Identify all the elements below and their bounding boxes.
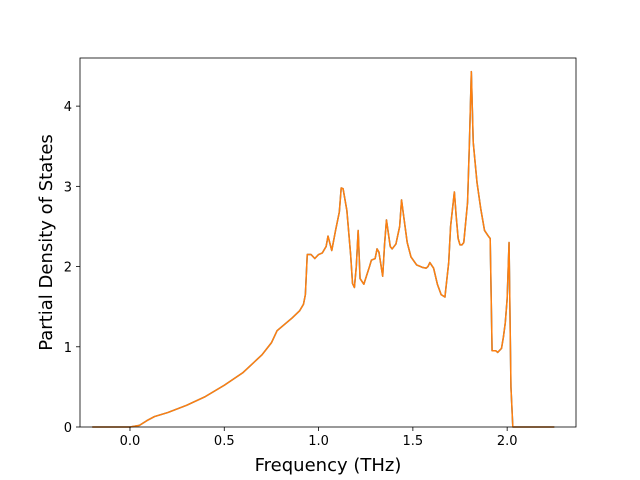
series-line (92, 70, 555, 428)
x-tick-label: 0.0 (120, 434, 141, 449)
x-tick-label: 2.0 (497, 434, 518, 449)
x-axis-ticks: 0.0 0.5 1.0 1.5 2.0 (120, 427, 518, 449)
plot-frame (79, 57, 577, 428)
y-tick-label: 1 (64, 341, 72, 356)
y-tick-label: 2 (64, 261, 72, 276)
y-axis-label: Partial Density of States (36, 134, 57, 351)
series-line-underlay (92, 70, 555, 428)
y-tick-label: 0 (64, 421, 72, 436)
y-axis-ticks: 0 1 2 3 4 (64, 100, 80, 436)
plot-area (92, 70, 555, 428)
x-tick-label: 1.5 (403, 434, 424, 449)
x-tick-label: 0.5 (214, 434, 235, 449)
x-tick-label: 1.0 (308, 434, 329, 449)
y-tick-label: 4 (64, 100, 72, 115)
y-tick-label: 3 (64, 180, 72, 195)
x-axis-label: Frequency (THz) (255, 455, 402, 476)
